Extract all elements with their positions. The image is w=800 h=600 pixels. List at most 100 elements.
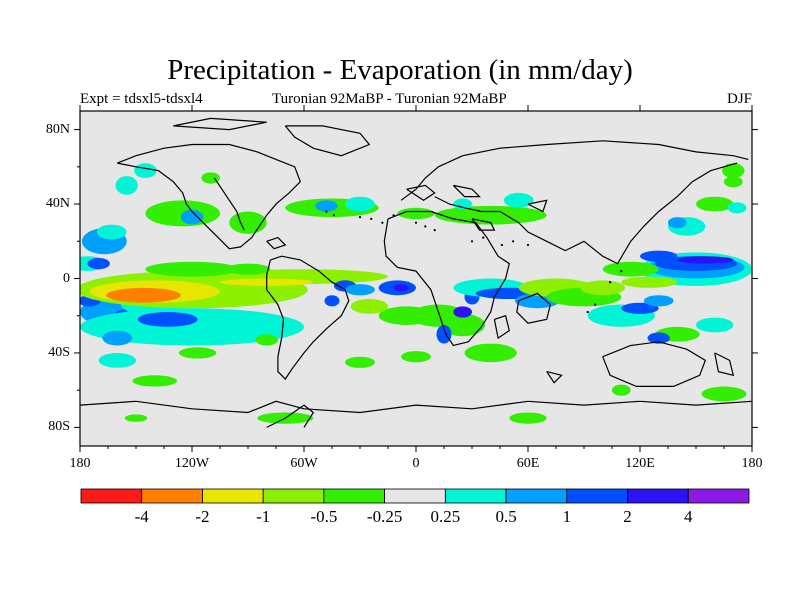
island-dot <box>392 214 395 217</box>
field-patch <box>225 263 271 275</box>
colorbar-swatch <box>141 488 203 504</box>
period-label: Turonian 92MaBP - Turonian 92MaBP <box>272 91 507 107</box>
field-patch <box>696 196 734 212</box>
field-patch <box>621 302 659 314</box>
colorbar-label: -0.25 <box>366 507 403 526</box>
coastline <box>266 236 287 250</box>
field-patch <box>397 207 435 219</box>
colorbar-swatch <box>384 488 446 504</box>
lat-label: 40N <box>45 196 70 212</box>
field-patch <box>621 276 678 288</box>
field-patch <box>324 295 340 307</box>
field-patch <box>132 375 178 387</box>
field-patch <box>440 313 486 337</box>
field-patch <box>96 224 127 240</box>
colorbar-label: -0.5 <box>310 507 338 526</box>
island-dot <box>586 310 589 314</box>
colorbar-label: -1 <box>256 507 271 526</box>
field-patch <box>124 414 148 422</box>
island-dot <box>325 210 328 213</box>
field-patch <box>643 295 674 307</box>
coastline <box>516 292 552 324</box>
colorbar-label: 1 <box>562 507 572 526</box>
field-patch <box>106 287 181 303</box>
colorbar-label: 0.25 <box>430 507 461 526</box>
coastline <box>527 199 548 213</box>
coastline <box>714 352 735 377</box>
colorbar-label: -2 <box>195 507 210 526</box>
coastline <box>213 177 245 231</box>
colorbar-swatch <box>444 488 507 504</box>
field-patch <box>668 217 687 229</box>
island-dot <box>414 221 418 224</box>
island-dot <box>609 281 612 284</box>
field-patch <box>178 347 217 359</box>
field-patch <box>724 176 743 188</box>
field-patch <box>350 299 388 314</box>
field-patch <box>115 176 138 195</box>
field-patch <box>345 196 375 212</box>
field-patch <box>677 256 734 264</box>
colorbar-swatch <box>80 488 143 504</box>
field-patch <box>612 384 631 396</box>
field-patch <box>255 334 278 346</box>
experiment-label: Expt = tdsxl5-tdsxl4 <box>80 91 203 107</box>
field-patch <box>640 250 678 262</box>
map-title: Precipitation - Evaporation (in mm/day) <box>167 54 633 86</box>
field-patch <box>401 351 431 363</box>
lon-label: 60W <box>290 456 318 471</box>
field-patch <box>345 356 375 368</box>
island-dot <box>594 303 597 306</box>
field-patch <box>503 192 534 208</box>
island-dot <box>482 236 485 239</box>
field-patch <box>201 172 220 184</box>
lon-label: 0 <box>412 456 420 471</box>
field-patch <box>345 284 375 296</box>
island-dot <box>500 243 503 247</box>
lon-label: 180 <box>741 456 763 471</box>
colorbar-swatch <box>202 488 264 504</box>
field-patch <box>180 209 204 225</box>
field-patch <box>145 261 239 277</box>
coastline <box>400 140 749 201</box>
lat-label: 40S <box>48 344 70 360</box>
field-patch <box>453 198 473 210</box>
colorbar-label: -4 <box>134 507 149 526</box>
field-patch <box>727 202 747 214</box>
field-patch <box>453 306 473 318</box>
island-dot <box>358 216 362 219</box>
coastline <box>117 143 301 250</box>
axis-ticks <box>74 105 758 452</box>
coastline <box>173 117 267 131</box>
field-patch <box>436 325 452 344</box>
field-patch <box>137 312 198 327</box>
island-dot <box>381 221 384 224</box>
colorbar <box>80 488 750 504</box>
field-patch <box>87 258 110 270</box>
coastline <box>602 341 707 387</box>
field-patch <box>464 343 517 363</box>
coastline <box>383 210 510 347</box>
lat-label: 80S <box>48 419 70 435</box>
season-label: DJF <box>726 91 752 107</box>
colorbar-swatch <box>262 488 325 504</box>
field-patch <box>434 205 547 225</box>
field-patch <box>580 280 626 296</box>
coastline <box>546 371 563 384</box>
lon-label: 120E <box>625 456 655 471</box>
field-patch <box>696 317 734 333</box>
coastline <box>284 125 371 157</box>
island-dot <box>370 217 373 220</box>
coastline <box>452 184 481 198</box>
island-dot <box>511 240 515 243</box>
lat-label: 0 <box>63 270 70 286</box>
coastline <box>493 314 510 340</box>
coastline <box>434 162 738 265</box>
coastline <box>406 184 436 202</box>
coastline <box>266 255 350 380</box>
colorbar-swatch <box>627 488 689 504</box>
field-patch <box>315 200 338 212</box>
island-dot <box>433 229 436 232</box>
field-patch <box>80 308 304 346</box>
colorbar-label: 2 <box>623 507 632 526</box>
